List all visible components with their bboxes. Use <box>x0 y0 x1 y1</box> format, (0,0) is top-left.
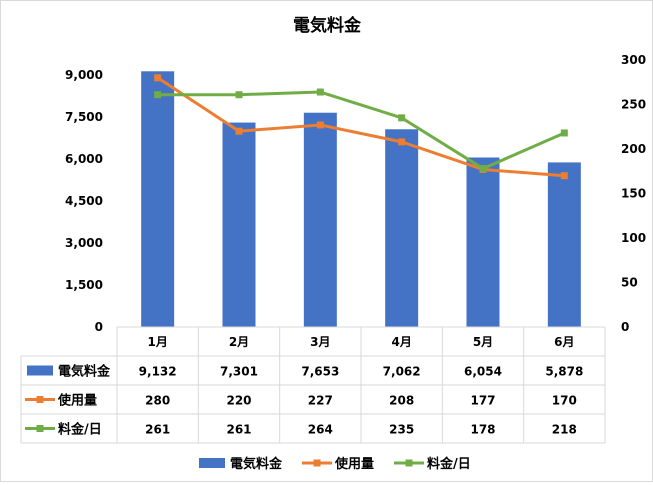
bar <box>385 129 419 327</box>
line-point <box>235 91 243 99</box>
table-row-label: 料金/日 <box>58 422 102 438</box>
bar <box>547 162 581 327</box>
table-row-label: 使用量 <box>57 393 97 409</box>
right-axis-tick-label: 50 <box>621 276 638 290</box>
table-cell: 227 <box>308 394 333 408</box>
series-line <box>157 90 565 171</box>
right-axis-tick-label: 150 <box>621 187 646 201</box>
line-point <box>316 121 324 129</box>
left-axis-tick-label: 4,500 <box>65 194 103 208</box>
legend-key <box>199 458 225 468</box>
table-cell: 261 <box>226 423 251 437</box>
category-label: 3月 <box>310 335 330 349</box>
line-point <box>154 91 162 99</box>
legend-label: 使用量 <box>334 456 374 472</box>
table-cell: 7,062 <box>383 365 421 379</box>
table-cell: 264 <box>308 423 333 437</box>
table-cell: 5,878 <box>545 365 583 379</box>
line-point <box>154 74 162 82</box>
left-axis-tick-label: 0 <box>95 320 103 334</box>
right-axis-tick-label: 100 <box>621 231 646 245</box>
table-cell: 235 <box>389 423 414 437</box>
category-label: 6月 <box>554 335 574 349</box>
line-point <box>316 88 324 96</box>
bar <box>222 122 256 328</box>
table-cell: 7,653 <box>301 365 339 379</box>
category-label: 5月 <box>473 335 493 349</box>
line-point <box>560 129 568 137</box>
legend-key <box>313 459 321 467</box>
table-cell: 220 <box>226 394 251 408</box>
table-cell: 280 <box>145 394 170 408</box>
left-axis-tick-label: 1,500 <box>65 278 103 292</box>
table-cell: 9,132 <box>139 365 177 379</box>
table-cell: 170 <box>552 394 577 408</box>
right-axis-tick-label: 300 <box>621 53 646 67</box>
table-legend-key <box>36 396 44 403</box>
table-cell: 178 <box>470 423 495 437</box>
series-line <box>156 76 565 178</box>
chart-title: 電気料金 <box>293 15 362 36</box>
table-row-label: 電気料金 <box>58 364 111 380</box>
line-point <box>479 165 487 173</box>
left-axis-tick-label: 3,000 <box>65 236 103 250</box>
right-axis-tick-label: 0 <box>621 320 629 334</box>
line-point <box>398 114 406 122</box>
left-axis-tick-label: 6,000 <box>65 152 103 166</box>
table-cell: 6,054 <box>464 365 502 379</box>
legend-key <box>405 459 413 467</box>
bar <box>466 157 500 327</box>
table-cell: 7,301 <box>220 365 258 379</box>
table-legend-key <box>27 365 53 376</box>
bar <box>141 71 175 327</box>
legend-label: 電気料金 <box>230 456 283 472</box>
table-legend-key <box>36 425 44 432</box>
line-point <box>398 138 406 146</box>
table-cell: 208 <box>389 394 414 408</box>
legend-label: 料金/日 <box>427 456 471 472</box>
line-point <box>560 172 568 180</box>
right-axis-tick-label: 200 <box>621 142 646 156</box>
table-cell: 261 <box>145 423 170 437</box>
table-cell: 177 <box>470 394 495 408</box>
category-label: 1月 <box>147 335 167 349</box>
table-cell: 218 <box>552 423 577 437</box>
category-label: 2月 <box>229 335 249 349</box>
left-axis-tick-label: 9,000 <box>65 68 103 82</box>
left-axis-tick-label: 7,500 <box>65 110 103 124</box>
bar <box>303 112 337 327</box>
right-axis-tick-label: 250 <box>621 98 646 112</box>
category-label: 4月 <box>391 335 411 349</box>
line-point <box>235 127 243 135</box>
